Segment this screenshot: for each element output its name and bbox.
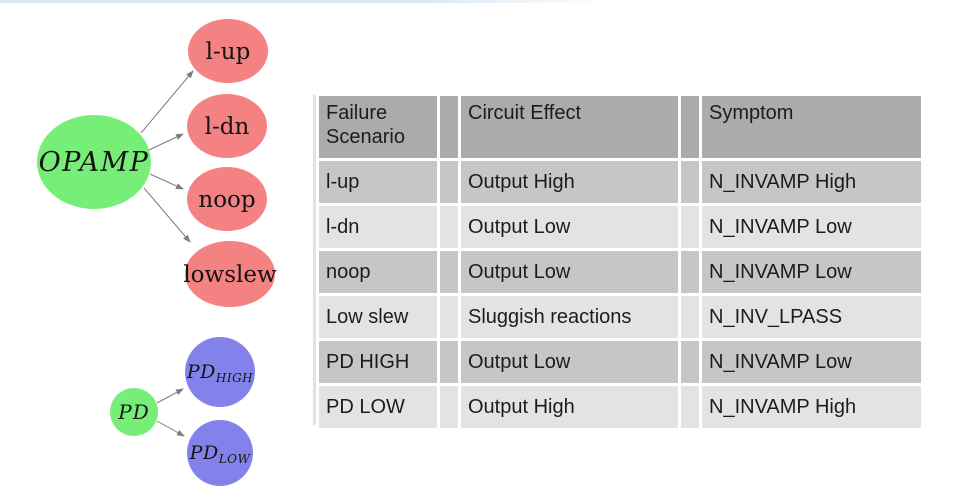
node-pd xyxy=(110,388,158,436)
table-row: l-up Output High N_INVAMP High xyxy=(319,161,921,203)
edge-pd-pdhigh xyxy=(156,388,184,404)
header-failure-scenario: Failure Scenario xyxy=(319,96,437,158)
cell-scenario: l-dn xyxy=(319,206,437,248)
cell-effect: Output Low xyxy=(461,206,678,248)
cell-spacer xyxy=(440,296,458,338)
node-l-dn-label: l-dn xyxy=(205,114,250,140)
node-l-up xyxy=(188,19,268,83)
table-row: PD LOW Output High N_INVAMP High xyxy=(319,386,921,428)
node-pd-low xyxy=(187,420,253,486)
node-opamp-label: OPAMP xyxy=(39,147,150,178)
table-row: Low slew Sluggish reactions N_INV_LPASS xyxy=(319,296,921,338)
cell-effect: Output Low xyxy=(461,251,678,293)
cell-spacer xyxy=(681,341,699,383)
cell-symptom: N_INVAMP High xyxy=(702,386,921,428)
cell-spacer xyxy=(681,296,699,338)
cell-scenario: PD HIGH xyxy=(319,341,437,383)
node-l-up-label: l-up xyxy=(206,39,251,65)
edge-opamp-ldn xyxy=(148,133,184,151)
cell-symptom: N_INVAMP High xyxy=(702,161,921,203)
cell-scenario: l-up xyxy=(319,161,437,203)
cell-scenario: noop xyxy=(319,251,437,293)
cell-symptom: N_INV_LPASS xyxy=(702,296,921,338)
failure-scenario-table: Failure Scenario Circuit Effect Symptom … xyxy=(316,93,924,431)
cell-spacer xyxy=(681,386,699,428)
node-noop-label: noop xyxy=(198,187,255,213)
node-lowslew xyxy=(185,241,275,307)
cell-spacer xyxy=(681,251,699,293)
table-row: PD HIGH Output Low N_INVAMP Low xyxy=(319,341,921,383)
cell-spacer xyxy=(440,386,458,428)
node-pd-low-label: PDLOW xyxy=(189,442,252,466)
node-pd-label: PD xyxy=(117,400,150,424)
header-symptom: Symptom xyxy=(702,96,921,158)
edge-opamp-lowslew xyxy=(143,187,191,243)
table-row: l-dn Output Low N_INVAMP Low xyxy=(319,206,921,248)
fault-tree-diagram: OPAMP l-up l-dn noop lowslew PD PDHIGH P… xyxy=(37,19,277,486)
cell-symptom: N_INVAMP Low xyxy=(702,341,921,383)
table-row: noop Output Low N_INVAMP Low xyxy=(319,251,921,293)
node-opamp xyxy=(37,115,151,209)
cell-spacer xyxy=(681,161,699,203)
cell-effect: Sluggish reactions xyxy=(461,296,678,338)
header-circuit-effect: Circuit Effect xyxy=(461,96,678,158)
node-l-dn xyxy=(187,94,267,158)
cell-scenario: Low slew xyxy=(319,296,437,338)
cell-effect: Output High xyxy=(461,386,678,428)
table-left-border xyxy=(313,95,316,425)
edge-pd-pdlow xyxy=(156,420,185,437)
node-noop xyxy=(187,167,267,231)
header-spacer xyxy=(440,96,458,158)
table-header-row: Failure Scenario Circuit Effect Symptom xyxy=(319,96,921,158)
cell-scenario: PD LOW xyxy=(319,386,437,428)
node-pd-high xyxy=(185,337,255,407)
node-lowslew-label: lowslew xyxy=(183,262,277,288)
cell-effect: Output High xyxy=(461,161,678,203)
cell-spacer xyxy=(440,206,458,248)
cell-effect: Output Low xyxy=(461,341,678,383)
cell-spacer xyxy=(440,251,458,293)
cell-symptom: N_INVAMP Low xyxy=(702,251,921,293)
cell-spacer xyxy=(681,206,699,248)
cell-symptom: N_INVAMP Low xyxy=(702,206,921,248)
node-pd-high-label: PDHIGH xyxy=(186,361,253,385)
cell-spacer xyxy=(440,341,458,383)
cell-spacer xyxy=(440,161,458,203)
header-spacer xyxy=(681,96,699,158)
edge-opamp-noop xyxy=(149,173,184,190)
window-top-edge-artifact xyxy=(0,0,614,3)
edge-opamp-lup xyxy=(140,70,194,134)
